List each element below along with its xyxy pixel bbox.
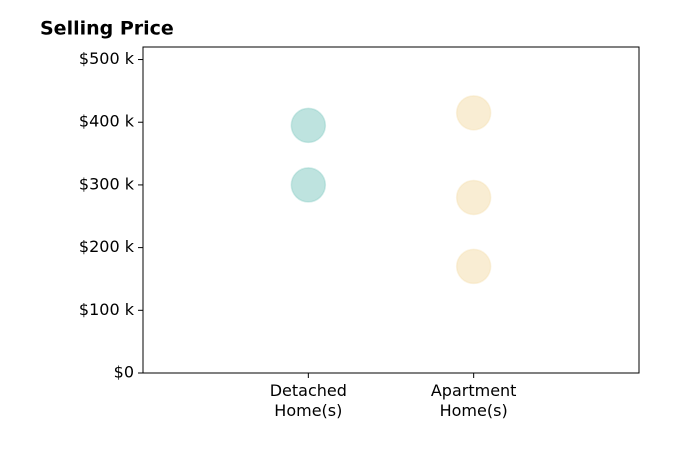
point	[455, 179, 492, 216]
point	[290, 107, 327, 144]
x-tick-label: Detached Home(s)	[269, 381, 347, 420]
point	[455, 95, 492, 131]
y-tick-label: $400 k	[79, 112, 135, 131]
point	[455, 248, 492, 285]
y-tick-label: $300 k	[79, 174, 135, 193]
y-tick-label: $100 k	[79, 300, 135, 319]
plot-frame	[142, 46, 640, 374]
y-tick-label: $200 k	[79, 237, 135, 256]
x-tick-label: Apartment Home(s)	[430, 381, 517, 420]
point	[290, 167, 327, 203]
chart-title: Selling Price	[40, 18, 174, 40]
y-tick-label: $0	[114, 363, 134, 382]
y-tick-label: $500 k	[79, 49, 135, 68]
